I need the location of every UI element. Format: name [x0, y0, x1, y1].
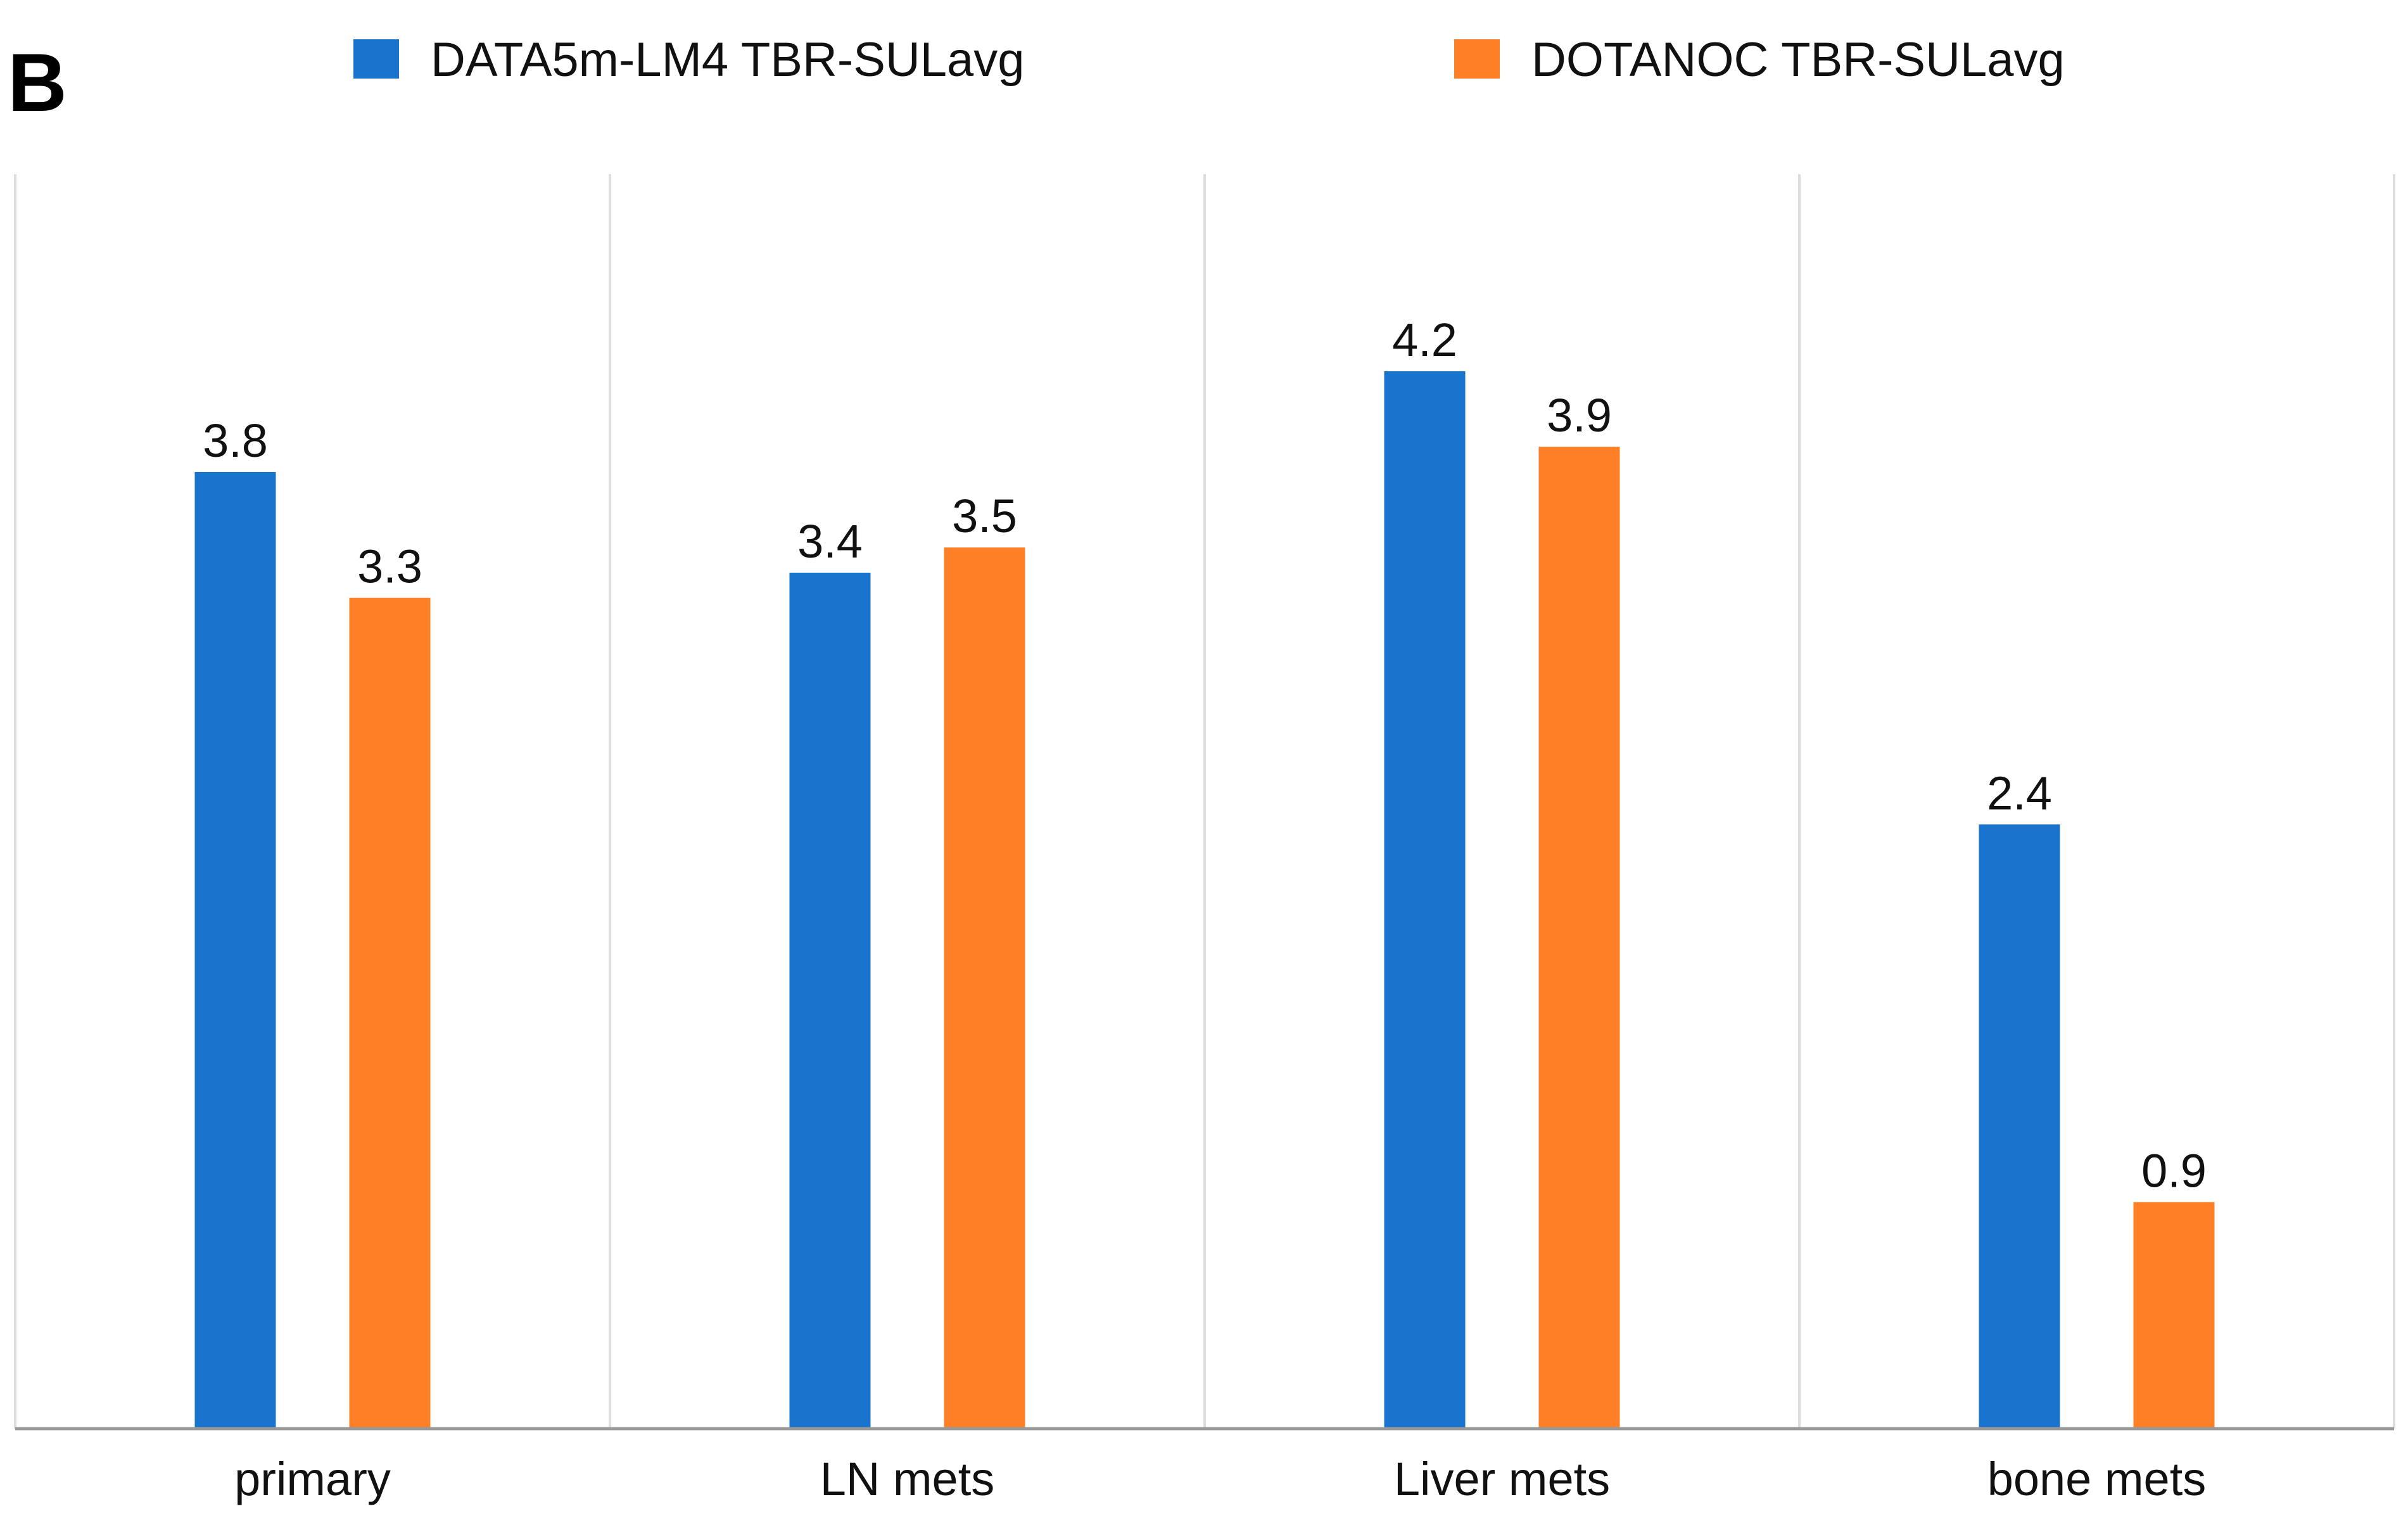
bar-ln-mets-series-2 — [944, 547, 1025, 1429]
value-label-ln-mets-series-2: 3.5 — [952, 490, 1017, 542]
value-label-liver-mets-series-2: 3.9 — [1547, 389, 1612, 442]
value-label-liver-mets-series-1: 4.2 — [1392, 314, 1457, 366]
x-tick-label-primary: primary — [234, 1453, 391, 1505]
value-label-primary-series-1: 3.8 — [203, 414, 268, 467]
value-label-primary-series-2: 3.3 — [357, 540, 422, 593]
value-label-bone-mets-series-2: 0.9 — [2141, 1144, 2207, 1197]
x-tick-labels: primary LN mets Liver mets bone mets — [234, 1453, 2206, 1505]
legend-label-series-1: DATA5m-LM4 TBR-SULavg — [431, 33, 1025, 87]
value-label-bone-mets-series-1: 2.4 — [1987, 767, 2052, 819]
x-tick-label-liver-mets: Liver mets — [1394, 1453, 1610, 1505]
value-label-ln-mets-series-1: 3.4 — [797, 515, 863, 568]
value-labels: 3.8 3.3 3.4 3.5 4.2 3.9 2.4 0.9 — [203, 314, 2207, 1197]
bars — [194, 371, 2215, 1429]
legend-swatch-series-1 — [353, 39, 399, 79]
bar-primary-series-1 — [194, 471, 276, 1429]
legend: DATA5m-LM4 TBR-SULavg DOTANOC TBR-SULavg — [353, 33, 2065, 87]
x-tick-label-ln-mets: LN mets — [820, 1453, 995, 1505]
legend-label-series-2: DOTANOC TBR-SULavg — [1531, 33, 2065, 87]
bar-liver-mets-series-2 — [1538, 447, 1620, 1429]
bar-bone-mets-series-2 — [2133, 1202, 2215, 1429]
bar-primary-series-2 — [349, 597, 431, 1429]
gridlines — [14, 174, 2395, 1429]
bar-ln-mets-series-1 — [789, 572, 871, 1429]
x-tick-label-bone-mets: bone mets — [1987, 1453, 2207, 1505]
panel-label: B — [8, 36, 67, 129]
bar-bone-mets-series-1 — [1979, 824, 2060, 1429]
bar-liver-mets-series-1 — [1384, 371, 1466, 1429]
legend-swatch-series-2 — [1454, 39, 1500, 79]
